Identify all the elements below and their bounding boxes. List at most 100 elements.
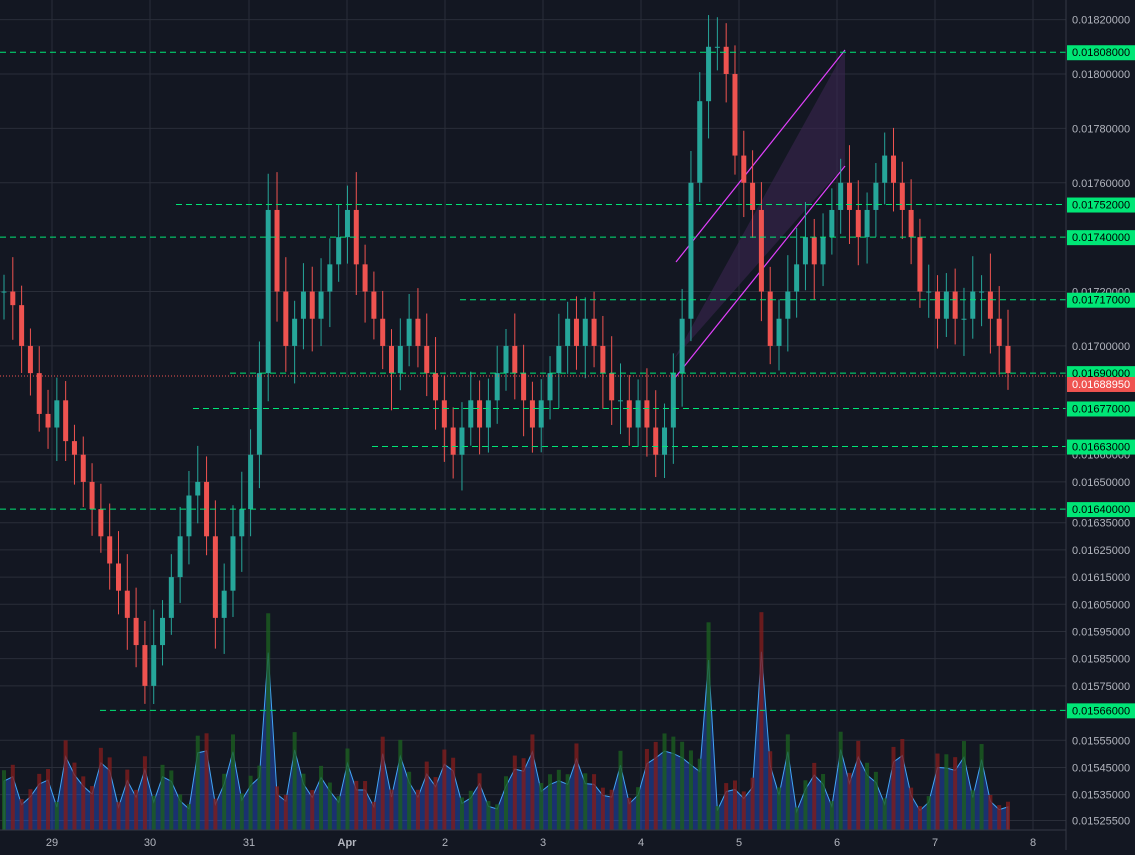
volume-bar [257,765,262,830]
volume-bar [283,794,288,830]
level-price-tag [1067,401,1135,417]
volume-bar [609,789,614,830]
level-price-label: 0.01640000 [1072,504,1130,516]
volume-bar [565,774,570,830]
volume-bar [979,744,984,830]
volume-bar [354,780,359,830]
candle-body [36,373,42,414]
volume-bar [548,774,553,830]
volume-bar [926,796,931,830]
candle-body [1,291,7,293]
candle-body [556,345,562,374]
candle-body [406,318,412,346]
time-tick-label: 8 [1030,837,1036,849]
volume-bar [151,795,156,830]
volume-bar [125,769,130,830]
volume-bar [759,612,764,830]
volume-bar [821,774,826,830]
volume-bar [750,777,755,830]
volume-bar [46,769,51,830]
volume-bar [230,734,235,830]
volume-bar [134,789,139,830]
candle-body [891,155,897,183]
candle-body [811,237,817,265]
volume-bar [301,773,306,830]
candle-body [89,481,95,510]
volume-bar [970,790,975,830]
candle-body [521,373,527,401]
candle-body [785,291,791,319]
volume-bar [997,805,1002,830]
time-tick-label: 7 [932,837,938,849]
candle-body [195,481,201,496]
price-tick-label: 0.01625000 [1072,545,1130,557]
candle-body [389,345,395,374]
volume-bar [63,740,68,830]
candle-body [855,209,861,238]
candle-body [882,155,888,183]
candle-body [838,182,844,210]
candle-body [133,617,139,646]
price-tick-label: 0.01635000 [1072,518,1130,530]
volume-bar [160,764,165,830]
price-tick-label: 0.01535000 [1072,790,1130,802]
volume-bar [19,799,24,830]
volume-bar [380,736,385,830]
candle-body [477,400,483,428]
candle-body [794,264,800,292]
volume-bar [873,771,878,830]
volume-bar [653,741,658,830]
volume-bar [169,770,174,830]
candle-body [767,291,773,346]
candle-body [362,264,368,292]
volume-bar [504,776,508,830]
candle-body [802,237,808,265]
candle-body [626,400,632,428]
volume-bar [398,739,403,830]
candle-body [459,427,465,455]
candle-body [644,400,650,428]
volume-bar [319,765,324,830]
candle-body [1005,345,1011,374]
volume-bar [345,748,350,830]
level-price-label: 0.01677000 [1072,403,1130,415]
candle-body [723,46,729,74]
candle-body [494,373,500,401]
price-tick-label: 0.01605000 [1072,599,1130,611]
level-price-tag [1067,230,1135,246]
candle-body [917,237,923,292]
volume-bar [636,787,641,830]
candle-body [750,182,756,210]
price-tick-label: 0.01585000 [1072,654,1130,666]
price-tick-label: 0.01800000 [1072,69,1130,81]
volume-bar [248,775,253,830]
volume-bar [812,762,817,830]
price-tick-label: 0.01700000 [1072,341,1130,353]
volume-bar [882,798,887,830]
candle-body [19,305,25,346]
volume-bar [768,751,773,830]
candle-body [979,291,985,293]
candle-body [433,373,439,401]
volume-bar [433,777,438,830]
candle-body [450,427,456,455]
volume-bar [680,741,685,830]
candle-body [679,318,685,374]
candle-body [741,155,747,183]
candle-body [776,318,782,346]
level-price-tag [1067,502,1135,518]
volume-bar [239,793,244,830]
candle-body [565,318,571,346]
volume-bar [107,757,112,830]
level-price-label: 0.01808000 [1072,47,1130,59]
candle-body [230,536,236,591]
volume-bar [275,786,280,830]
volume-bar [213,798,218,830]
candle-body [212,536,218,618]
time-tick-label: 6 [834,837,840,849]
volume-bar [741,791,746,830]
price-tick-label: 0.01820000 [1072,15,1130,27]
